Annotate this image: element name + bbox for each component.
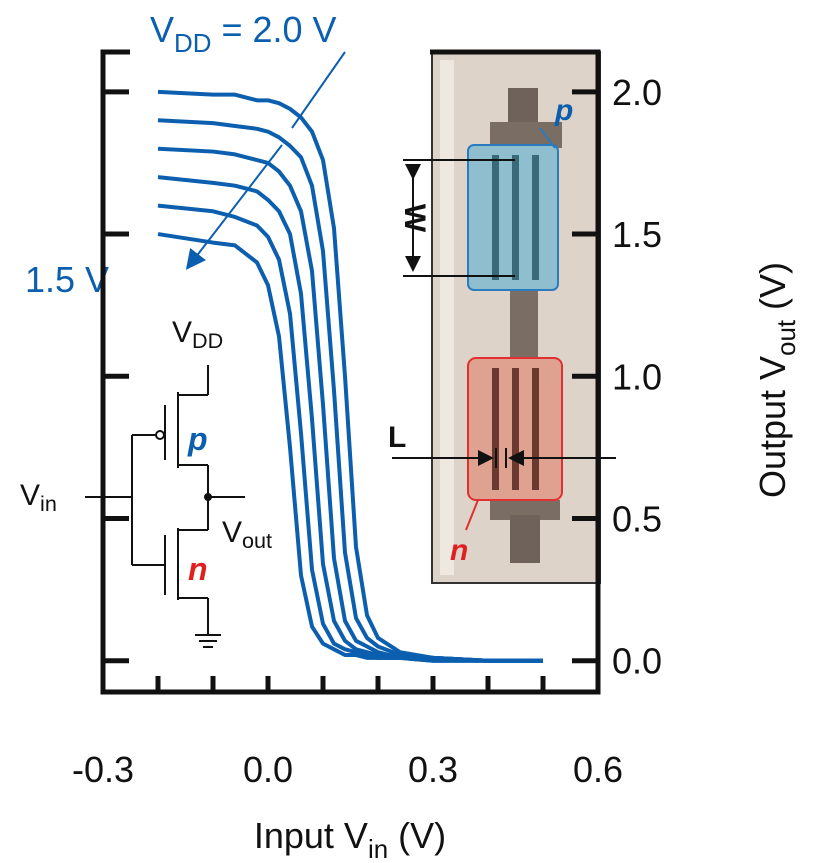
x-tick-label: 0.0 — [243, 749, 293, 790]
circuit-p-label: p — [187, 421, 208, 457]
text-part: V — [20, 479, 40, 512]
text-part: DD — [174, 30, 211, 58]
text-part: out — [242, 528, 272, 553]
inset-l-label: L — [388, 421, 406, 454]
text-part: V — [222, 516, 242, 549]
text-part: = 2.0 V — [211, 9, 336, 50]
circuit-vdd-label: VDD — [172, 316, 223, 353]
chart: p n W L VDD p n Vin Vout VDD = 2.0 V 1.5… — [0, 0, 818, 863]
y-tick-label: 0.0 — [612, 641, 662, 682]
inset-p-label: p — [554, 94, 573, 127]
circuit-vin-label: Vin — [20, 479, 57, 516]
inset-w-label: W — [398, 204, 431, 233]
circuit-vout-label: Vout — [222, 516, 272, 553]
x-tick-label: 0.6 — [573, 749, 623, 790]
circuit-n-label: n — [188, 551, 208, 587]
x-axis-label: Input Vin (V) — [254, 815, 446, 863]
vdd-min-annotation: 1.5 V — [25, 259, 109, 300]
inset-micrograph: p n W L — [388, 52, 616, 583]
text-part: (V) — [388, 815, 446, 856]
y-axis-label: Output Vout (V) — [752, 262, 801, 498]
vdd-max-annotation: VDD = 2.0 V — [150, 9, 337, 58]
text-part: Output V — [752, 356, 793, 498]
page: p n W L VDD p n Vin Vout VDD = 2.0 V 1.5… — [0, 0, 818, 863]
text-part: in — [368, 836, 388, 863]
text-part: out — [773, 319, 801, 356]
x-tick-label: -0.3 — [72, 749, 134, 790]
y-tick-label: 1.5 — [612, 214, 662, 255]
text-part: in — [40, 491, 57, 516]
text-part: Input V — [254, 815, 368, 856]
y-tick-label: 0.5 — [612, 498, 662, 539]
y-tick-label: 2.0 — [612, 72, 662, 113]
inverter-circuit — [85, 365, 245, 647]
text-part: (V) — [752, 262, 793, 320]
text-part: V — [150, 9, 174, 50]
text-part: DD — [192, 328, 223, 353]
text-part: V — [172, 316, 192, 349]
y-tick-label: 1.0 — [612, 356, 662, 397]
inset-n-label: n — [450, 534, 468, 567]
x-tick-label: 0.3 — [408, 749, 458, 790]
